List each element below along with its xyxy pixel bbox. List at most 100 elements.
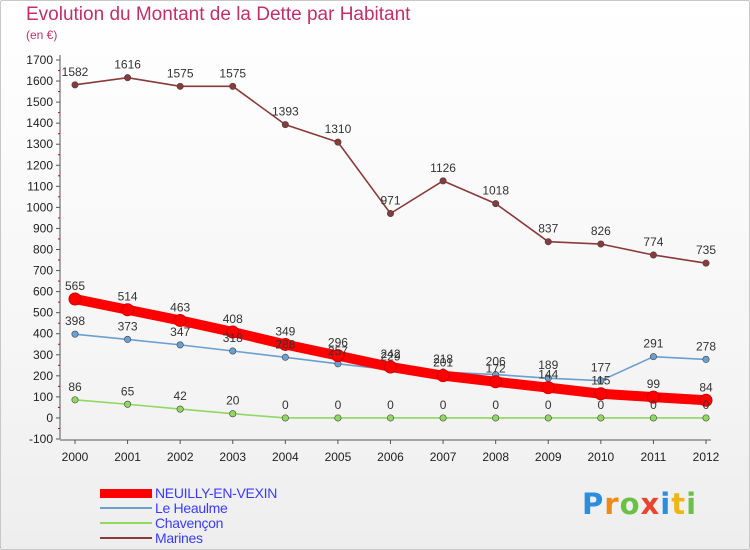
data-point: [71, 81, 79, 89]
data-label: 115: [591, 374, 610, 388]
data-label: 0: [597, 398, 604, 412]
data-label: 296: [328, 336, 348, 350]
data-label: 0: [703, 398, 710, 412]
data-label: 99: [647, 377, 661, 391]
data-label: 291: [643, 337, 663, 351]
data-point: [649, 414, 657, 422]
data-point: [121, 303, 135, 317]
data-point: [489, 375, 503, 389]
data-label: 0: [335, 398, 342, 412]
data-label: 86: [68, 380, 82, 394]
logo-letter: i: [686, 487, 698, 521]
data-label: 242: [380, 347, 400, 361]
data-label: 0: [387, 398, 394, 412]
logo-letter: P: [582, 487, 605, 521]
legend-label: Chavençon: [155, 515, 224, 531]
data-point: [492, 414, 500, 422]
data-point: [541, 381, 555, 395]
y-tick-label: 1700: [26, 53, 53, 67]
legend-label: NEUILLY-EN-VEXIN: [155, 485, 278, 501]
legend-item: Marines: [100, 530, 340, 546]
data-label: 201: [433, 356, 453, 370]
y-tick-label: 100: [33, 390, 53, 404]
data-label: 257: [328, 344, 348, 358]
series-line: [74, 76, 707, 264]
y-tick-label: 800: [33, 243, 53, 257]
data-label: 1582: [62, 65, 89, 79]
data-point: [384, 360, 397, 374]
data-label: 0: [440, 398, 447, 412]
data-label: 0: [282, 398, 289, 412]
data-point: [71, 330, 79, 338]
data-label: 288: [275, 337, 295, 351]
data-label: 463: [170, 300, 190, 314]
data-label: 565: [65, 279, 85, 293]
x-tick-label: 2006: [377, 450, 404, 464]
data-label: 318: [223, 331, 243, 345]
logo-letter: t: [671, 487, 687, 521]
y-tick-label: 600: [33, 285, 53, 299]
data-point: [124, 400, 132, 408]
y-tick-label: 1000: [26, 200, 53, 214]
data-point: [597, 414, 605, 422]
data-point: [176, 405, 184, 413]
data-label: 398: [65, 314, 85, 328]
x-tick-label: 2000: [62, 450, 89, 464]
legend-item: Chavençon: [100, 515, 340, 531]
y-tick-label: 700: [33, 264, 53, 278]
data-label: 1575: [219, 66, 246, 80]
data-point: [544, 414, 552, 422]
data-label: 20: [226, 394, 240, 408]
data-label: 826: [591, 224, 611, 238]
data-point: [334, 414, 342, 422]
x-tick-label: 2003: [219, 450, 246, 464]
data-label: 0: [650, 398, 657, 412]
data-label: 971: [380, 193, 400, 207]
x-tick-label: 2005: [325, 450, 352, 464]
data-point: [71, 396, 79, 404]
logo-letter: o: [619, 487, 641, 521]
x-tick-label: 2010: [587, 450, 614, 464]
data-point: [176, 341, 184, 349]
y-tick-label: -100: [29, 432, 53, 446]
x-tick-label: 2011: [641, 450, 667, 464]
legend-label: Marines: [155, 530, 203, 546]
data-label: 278: [696, 339, 716, 353]
y-tick-label: 400: [33, 327, 53, 341]
data-point: [281, 353, 289, 361]
logo-letter: x: [640, 487, 661, 521]
data-point: [646, 390, 660, 404]
data-label: 218: [433, 352, 453, 366]
data-point: [597, 240, 605, 248]
chart-legend: NEUILLY-EN-VEXIN Le Heaulme Chavençon Marin…: [100, 485, 340, 546]
legend-swatch: [100, 488, 152, 498]
data-point: [334, 138, 342, 146]
logo-letter: i: [660, 487, 672, 521]
data-label: 373: [118, 319, 138, 333]
x-tick-label: 2002: [167, 450, 194, 464]
y-tick-label: 1400: [26, 116, 53, 130]
data-point: [699, 393, 713, 407]
data-point: [229, 82, 237, 90]
data-label: 1018: [482, 184, 509, 198]
data-label: 349: [275, 324, 295, 338]
data-label: 1575: [167, 66, 194, 80]
data-point: [492, 200, 500, 208]
data-label: 42: [173, 389, 187, 403]
x-tick-label: 2004: [272, 450, 299, 464]
data-point: [176, 82, 184, 90]
data-label: 1310: [325, 122, 352, 136]
data-label: 189: [538, 358, 558, 372]
data-label: 1616: [114, 58, 141, 72]
data-point: [439, 414, 447, 422]
legend-swatch: [100, 507, 152, 509]
data-point: [649, 353, 657, 361]
legend-label: Le Heaulme: [155, 500, 228, 516]
data-label: 172: [486, 362, 506, 376]
data-label: 735: [696, 243, 716, 257]
y-tick-label: 1300: [26, 137, 53, 151]
data-label: 65: [121, 384, 135, 398]
logo-letter: r: [604, 487, 620, 521]
